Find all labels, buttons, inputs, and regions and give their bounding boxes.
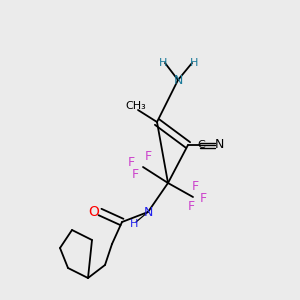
Text: H: H: [190, 58, 198, 68]
Text: H: H: [130, 219, 138, 229]
Text: N: N: [173, 74, 183, 86]
Text: F: F: [128, 155, 135, 169]
Text: F: F: [131, 169, 139, 182]
Text: N: N: [143, 206, 153, 218]
Text: N: N: [214, 139, 224, 152]
Text: F: F: [191, 181, 199, 194]
Text: O: O: [88, 205, 99, 219]
Text: F: F: [200, 193, 207, 206]
Text: H: H: [159, 58, 167, 68]
Text: C: C: [197, 140, 205, 150]
Text: F: F: [144, 151, 152, 164]
Text: CH₃: CH₃: [126, 101, 146, 111]
Text: F: F: [188, 200, 195, 214]
